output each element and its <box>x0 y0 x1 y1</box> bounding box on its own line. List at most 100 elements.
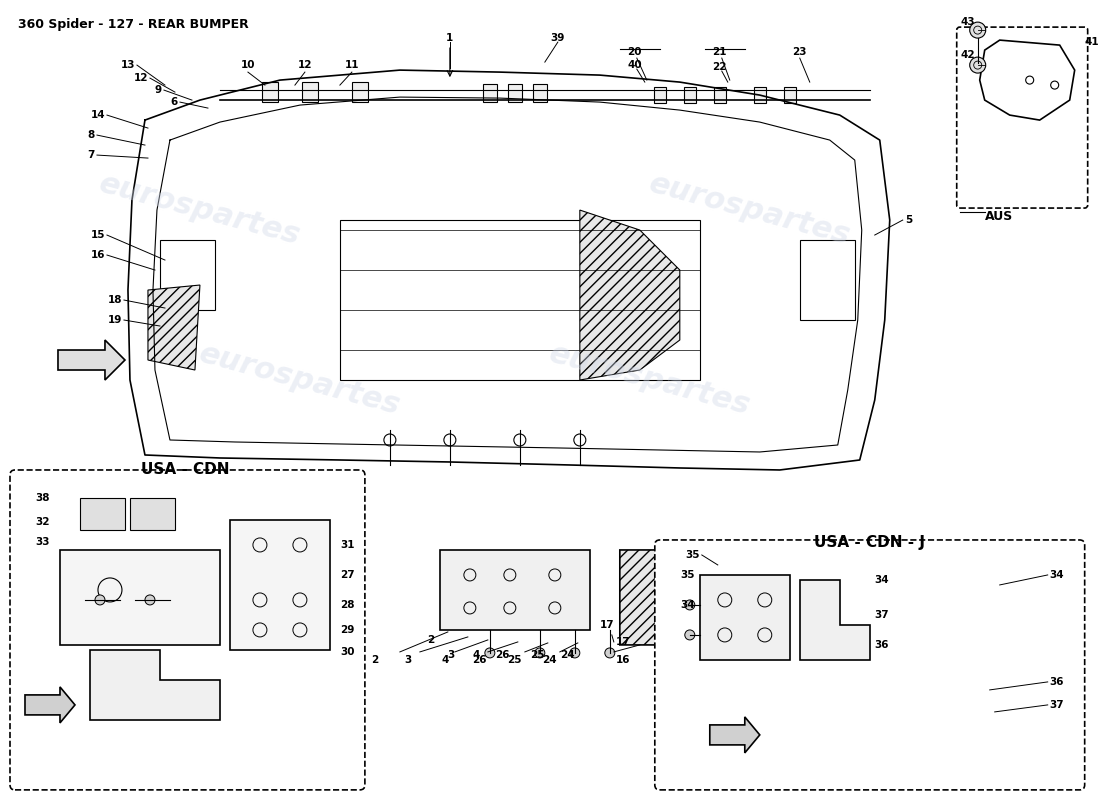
Text: USA - CDN: USA - CDN <box>141 462 229 477</box>
Text: 14: 14 <box>90 110 104 120</box>
Polygon shape <box>619 550 670 645</box>
Text: 12: 12 <box>133 73 148 83</box>
Circle shape <box>605 648 615 658</box>
Text: 19: 19 <box>108 315 122 325</box>
Text: 26: 26 <box>495 650 509 660</box>
Text: 35: 35 <box>685 550 700 560</box>
Text: 6: 6 <box>170 97 178 107</box>
Polygon shape <box>710 717 760 753</box>
Bar <box>483 84 497 102</box>
Polygon shape <box>230 520 330 650</box>
Text: 3: 3 <box>448 650 455 660</box>
Text: 10: 10 <box>241 60 255 70</box>
Text: 1: 1 <box>447 33 453 43</box>
Text: 11: 11 <box>344 60 359 70</box>
Text: 15: 15 <box>90 230 104 240</box>
Text: eurospartes: eurospartes <box>96 170 304 251</box>
Text: 27: 27 <box>340 570 354 580</box>
Polygon shape <box>58 340 125 380</box>
Polygon shape <box>800 580 870 660</box>
Text: 34: 34 <box>680 600 695 610</box>
Text: 17: 17 <box>600 620 615 630</box>
Text: 24: 24 <box>560 650 575 660</box>
Text: 16: 16 <box>90 250 104 260</box>
Text: 43: 43 <box>960 17 975 27</box>
Bar <box>784 87 795 103</box>
Polygon shape <box>60 550 220 645</box>
Polygon shape <box>90 650 220 720</box>
Text: 25: 25 <box>530 650 544 660</box>
Circle shape <box>95 595 104 605</box>
Text: 18: 18 <box>108 295 122 305</box>
Bar <box>508 84 521 102</box>
Text: 41: 41 <box>1085 37 1099 47</box>
Text: 37: 37 <box>874 610 890 620</box>
Bar <box>754 87 766 103</box>
Text: eurospartes: eurospartes <box>196 339 404 421</box>
Text: 2: 2 <box>372 655 378 665</box>
Circle shape <box>535 648 544 658</box>
Bar <box>352 82 367 102</box>
Text: 9: 9 <box>155 85 162 95</box>
FancyBboxPatch shape <box>654 540 1085 790</box>
Circle shape <box>685 630 695 640</box>
Text: 5: 5 <box>904 215 912 225</box>
Circle shape <box>570 648 580 658</box>
Circle shape <box>970 57 986 73</box>
Text: 33: 33 <box>35 537 50 547</box>
Text: 22: 22 <box>713 62 727 72</box>
Polygon shape <box>580 210 680 380</box>
Polygon shape <box>700 575 790 660</box>
Bar <box>684 87 696 103</box>
Text: 17: 17 <box>616 637 630 647</box>
Text: 12: 12 <box>298 60 312 70</box>
Text: 36: 36 <box>1049 677 1064 687</box>
Text: eurospartes: eurospartes <box>646 170 854 251</box>
Text: 35: 35 <box>680 570 695 580</box>
Text: 39: 39 <box>551 33 565 43</box>
Text: 30: 30 <box>340 647 354 657</box>
Polygon shape <box>440 550 590 630</box>
Text: 34: 34 <box>1049 570 1065 580</box>
Polygon shape <box>25 687 75 723</box>
Bar <box>532 84 547 102</box>
Text: 37: 37 <box>1049 700 1065 710</box>
Text: 38: 38 <box>35 493 50 503</box>
Text: 2: 2 <box>428 635 435 645</box>
Text: 3: 3 <box>405 655 411 665</box>
Bar <box>653 87 666 103</box>
Text: 29: 29 <box>340 625 354 635</box>
Text: 8: 8 <box>88 130 95 140</box>
Text: eurospartes: eurospartes <box>546 339 754 421</box>
Text: 25: 25 <box>507 655 522 665</box>
Text: 28: 28 <box>340 600 354 610</box>
Text: 4: 4 <box>473 650 480 660</box>
Text: 20: 20 <box>628 47 642 57</box>
Text: 13: 13 <box>121 60 135 70</box>
Text: 24: 24 <box>542 655 557 665</box>
Text: 42: 42 <box>960 50 975 60</box>
Circle shape <box>145 595 155 605</box>
Text: 26: 26 <box>473 655 487 665</box>
Bar <box>262 82 278 102</box>
Bar <box>714 87 726 103</box>
Polygon shape <box>148 285 200 370</box>
FancyBboxPatch shape <box>957 27 1088 208</box>
Text: 36: 36 <box>874 640 889 650</box>
FancyBboxPatch shape <box>10 470 365 790</box>
Text: USA - CDN - J: USA - CDN - J <box>814 535 925 550</box>
Text: 34: 34 <box>874 575 890 585</box>
Text: AUS: AUS <box>984 210 1013 223</box>
Text: 7: 7 <box>88 150 95 160</box>
Text: 32: 32 <box>35 517 50 527</box>
Circle shape <box>685 600 695 610</box>
Circle shape <box>970 22 986 38</box>
Bar <box>130 498 175 530</box>
Bar <box>80 498 125 530</box>
Text: 21: 21 <box>713 47 727 57</box>
Text: 4: 4 <box>441 655 449 665</box>
Text: 23: 23 <box>792 47 807 57</box>
Text: 16: 16 <box>616 655 630 665</box>
Text: 31: 31 <box>340 540 354 550</box>
Text: 360 Spider - 127 - REAR BUMPER: 360 Spider - 127 - REAR BUMPER <box>18 18 249 31</box>
